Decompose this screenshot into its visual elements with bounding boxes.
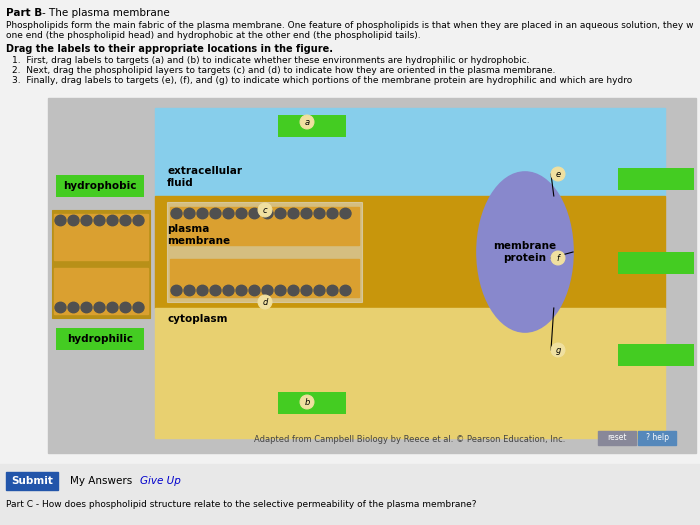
Ellipse shape (275, 285, 286, 296)
Text: extracellular
fluid: extracellular fluid (167, 166, 242, 187)
Bar (155, 196, 665, 308)
Circle shape (551, 251, 565, 265)
Circle shape (300, 395, 314, 409)
Ellipse shape (94, 302, 105, 313)
Ellipse shape (107, 215, 118, 226)
Bar (170, 259, 359, 297)
Ellipse shape (184, 285, 195, 296)
Ellipse shape (68, 302, 79, 313)
Text: 1.  First, drag labels to targets (a) and (b) to indicate whether these environm: 1. First, drag labels to targets (a) and… (12, 56, 530, 65)
Bar (278, 392, 346, 414)
Bar (618, 344, 694, 366)
Bar (6, 472, 58, 490)
Bar (618, 252, 694, 274)
Text: 3.  Finally, drag labels to targets (e), (f), and (g) to indicate which portions: 3. Finally, drag labels to targets (e), … (12, 76, 632, 85)
Ellipse shape (55, 302, 66, 313)
Ellipse shape (262, 208, 273, 219)
Text: c: c (262, 206, 267, 215)
Ellipse shape (249, 208, 260, 219)
Ellipse shape (94, 215, 105, 226)
Bar (0, 464, 700, 525)
Text: Drag the labels to their appropriate locations in the figure.: Drag the labels to their appropriate loc… (6, 44, 333, 54)
Text: Part C - How does phospholipid structure relate to the selective permeability of: Part C - How does phospholipid structure… (6, 500, 477, 509)
Ellipse shape (107, 302, 118, 313)
Bar (155, 308, 665, 438)
Bar (54, 268, 148, 314)
Bar (170, 207, 359, 245)
Ellipse shape (340, 208, 351, 219)
Ellipse shape (120, 302, 131, 313)
Ellipse shape (171, 285, 182, 296)
Text: 2.  Next, drag the phospholipid layers to targets (c) and (d) to indicate how th: 2. Next, drag the phospholipid layers to… (12, 66, 555, 75)
Text: cytoplasm: cytoplasm (167, 314, 228, 324)
Ellipse shape (81, 302, 92, 313)
Ellipse shape (288, 208, 299, 219)
Ellipse shape (314, 208, 325, 219)
Text: g: g (555, 346, 561, 355)
Bar (48, 98, 696, 453)
Text: d: d (262, 298, 267, 307)
Text: b: b (304, 398, 309, 407)
Text: a: a (304, 118, 309, 127)
Ellipse shape (223, 285, 234, 296)
Ellipse shape (197, 285, 208, 296)
Ellipse shape (314, 285, 325, 296)
Text: f: f (556, 254, 559, 263)
Ellipse shape (68, 215, 79, 226)
Ellipse shape (275, 208, 286, 219)
Bar (52, 210, 150, 318)
Ellipse shape (210, 285, 221, 296)
Text: plasma
membrane: plasma membrane (167, 224, 230, 246)
Ellipse shape (327, 208, 338, 219)
Ellipse shape (288, 285, 299, 296)
Circle shape (551, 167, 565, 181)
Text: Part B: Part B (6, 8, 42, 18)
Ellipse shape (301, 208, 312, 219)
Bar (278, 115, 346, 137)
Text: Phospholipids form the main fabric of the plasma membrane. One feature of phosph: Phospholipids form the main fabric of th… (6, 21, 694, 30)
Bar (54, 214, 148, 260)
Text: hydrophilic: hydrophilic (67, 334, 133, 344)
Ellipse shape (236, 208, 247, 219)
Ellipse shape (81, 215, 92, 226)
Text: e: e (555, 170, 561, 179)
Ellipse shape (477, 172, 573, 332)
Circle shape (300, 115, 314, 129)
Ellipse shape (171, 208, 182, 219)
Text: Adapted from Campbell Biology by Reece et al. © Pearson Education, Inc.: Adapted from Campbell Biology by Reece e… (254, 435, 566, 444)
Ellipse shape (133, 302, 144, 313)
Ellipse shape (327, 285, 338, 296)
Ellipse shape (236, 285, 247, 296)
Ellipse shape (262, 285, 273, 296)
Ellipse shape (223, 208, 234, 219)
Ellipse shape (120, 215, 131, 226)
Text: reset: reset (608, 434, 626, 443)
Circle shape (258, 295, 272, 309)
Circle shape (551, 343, 565, 357)
Ellipse shape (55, 215, 66, 226)
Ellipse shape (301, 285, 312, 296)
Bar (167, 202, 362, 302)
Text: hydrophobic: hydrophobic (63, 181, 136, 191)
Bar (618, 168, 694, 190)
Ellipse shape (184, 208, 195, 219)
Text: membrane
protein: membrane protein (494, 241, 556, 263)
Text: Give Up: Give Up (140, 476, 181, 486)
Ellipse shape (340, 285, 351, 296)
Text: My Answers: My Answers (70, 476, 132, 486)
Bar (638, 431, 676, 445)
Ellipse shape (249, 285, 260, 296)
Text: Submit: Submit (11, 476, 53, 486)
Ellipse shape (133, 215, 144, 226)
Bar (56, 328, 144, 350)
Circle shape (258, 203, 272, 217)
Text: - The plasma membrane: - The plasma membrane (42, 8, 169, 18)
Bar (155, 108, 665, 196)
Text: one end (the phospholipid head) and hydrophobic at the other end (the phospholip: one end (the phospholipid head) and hydr… (6, 31, 421, 40)
Ellipse shape (210, 208, 221, 219)
Bar (56, 175, 144, 197)
Ellipse shape (197, 208, 208, 219)
Bar (598, 431, 636, 445)
Text: ? help: ? help (645, 434, 668, 443)
